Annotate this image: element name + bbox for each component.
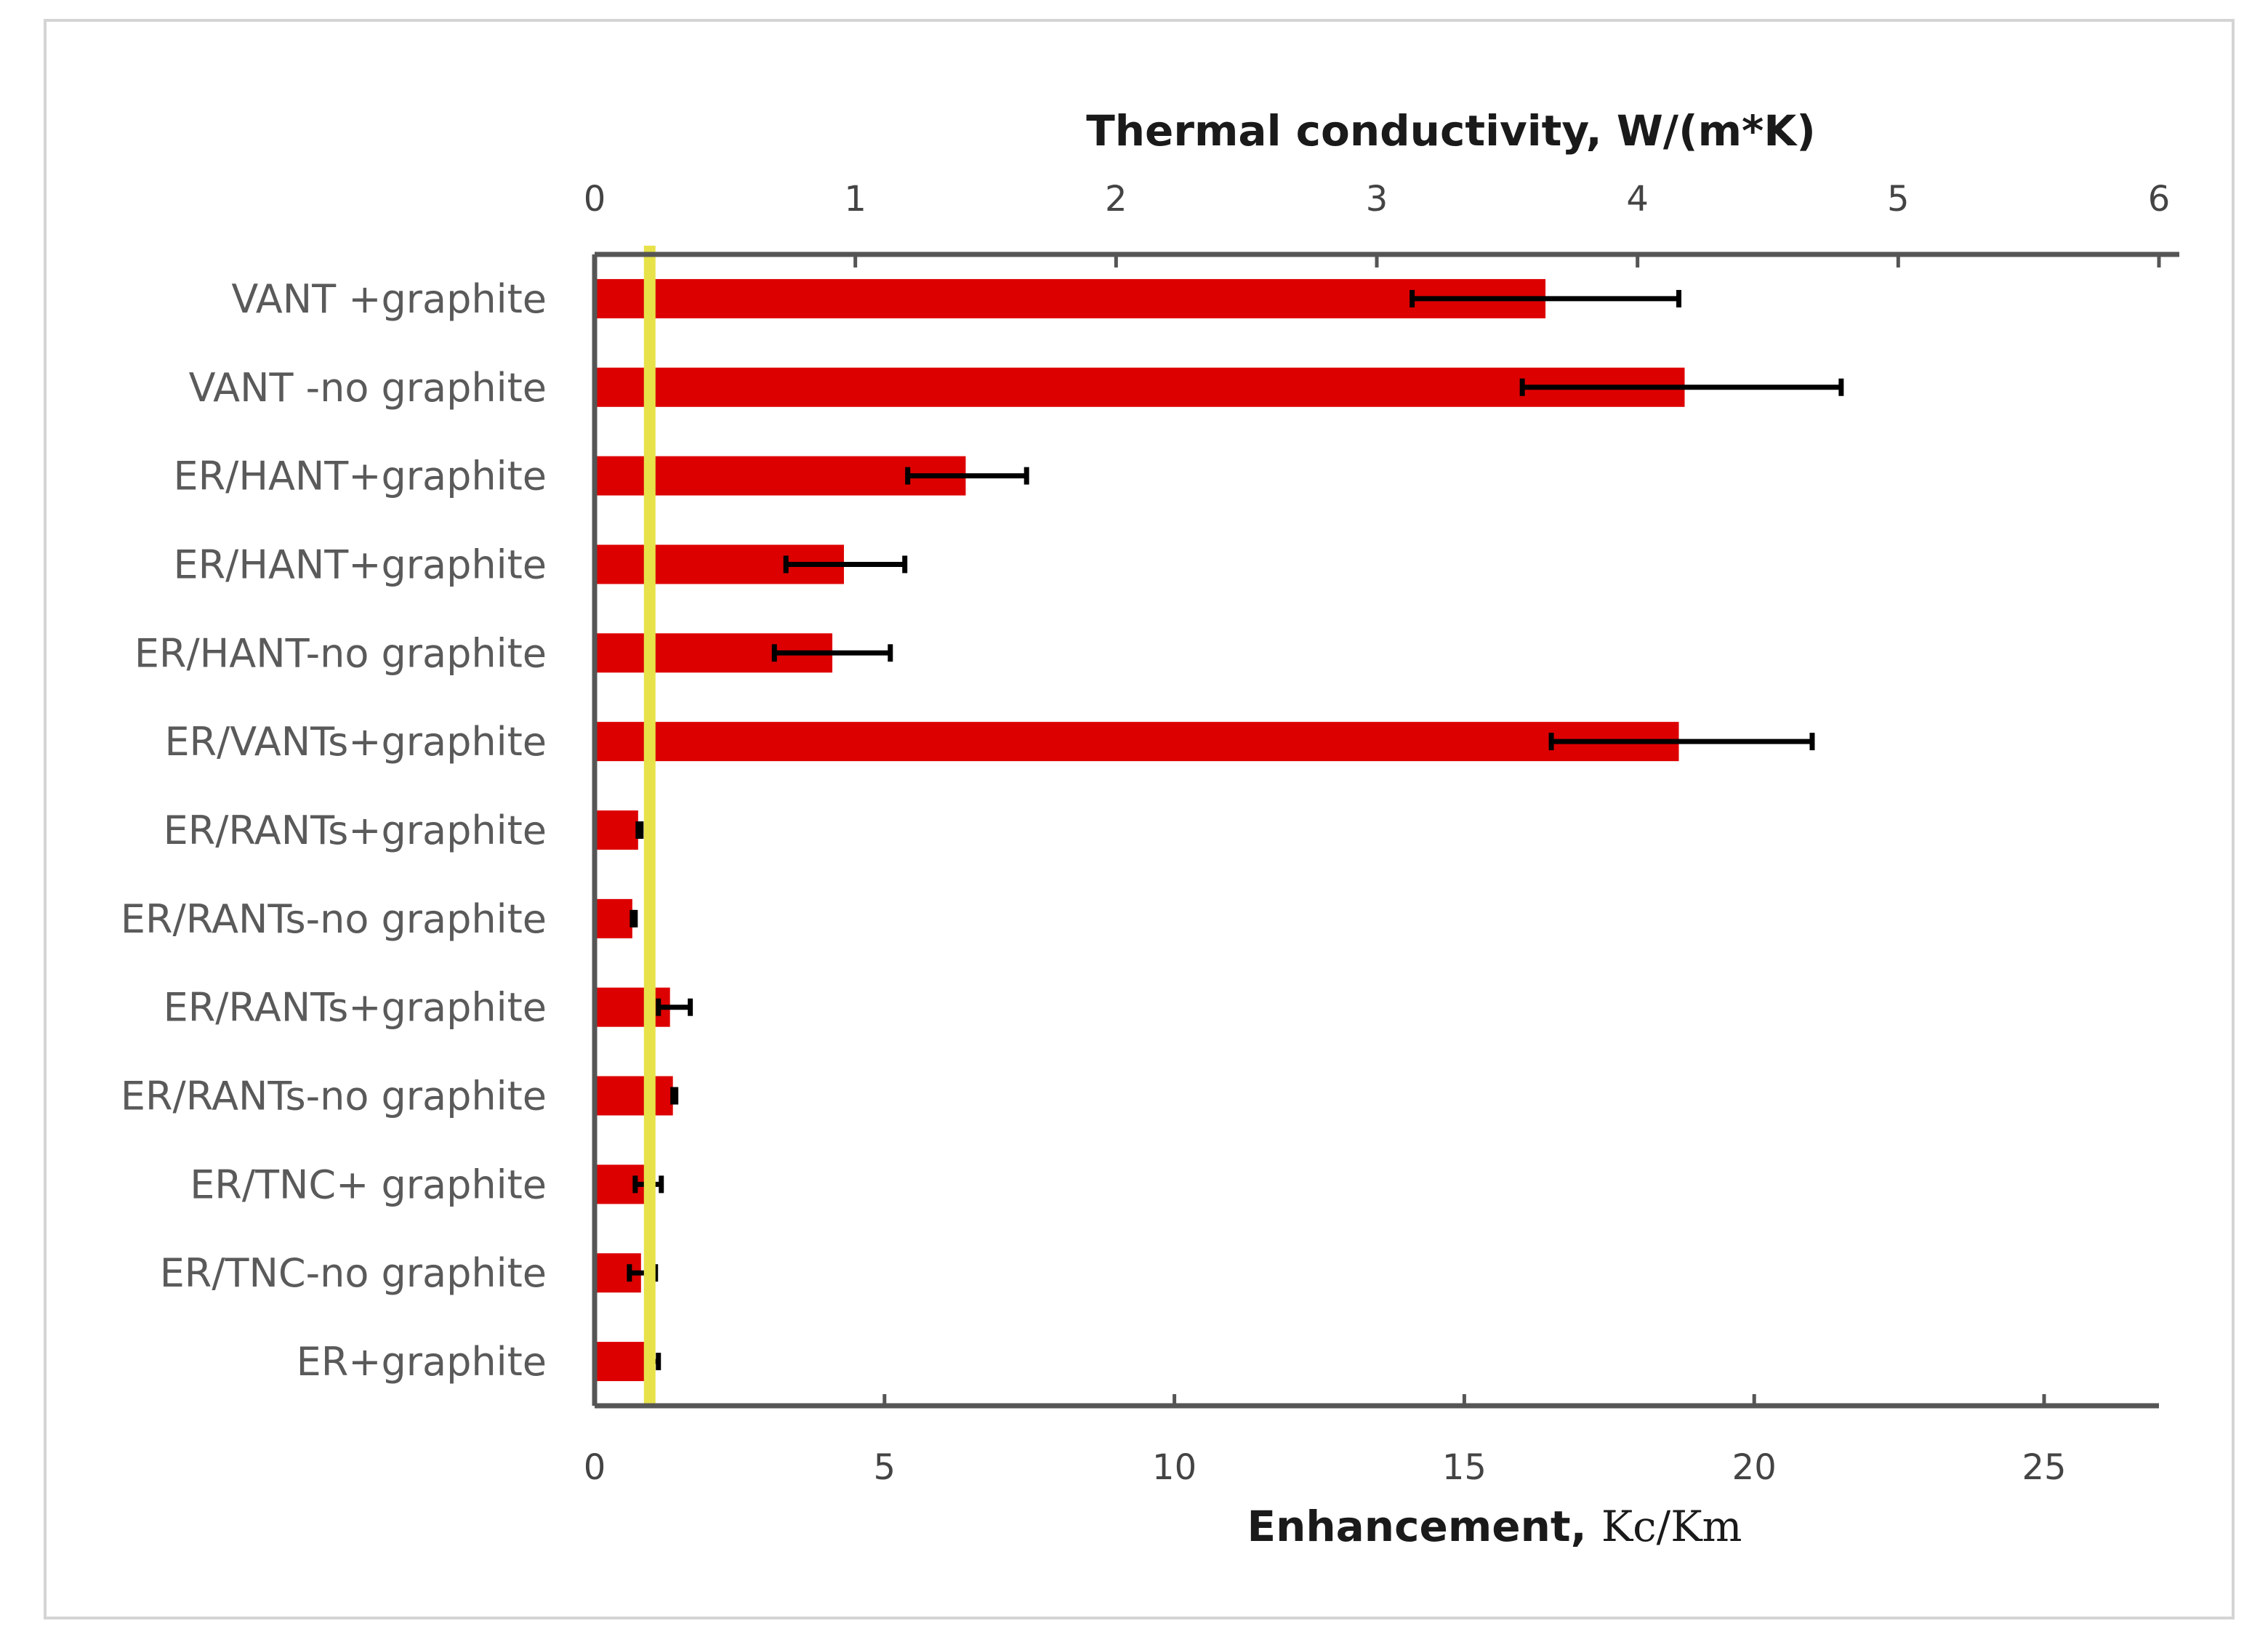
bar [595, 1342, 647, 1382]
bar [595, 810, 638, 850]
category-label: ER/HANT+graphite [174, 542, 547, 587]
top-tick-label: 2 [1105, 179, 1127, 220]
category-label: ER/RANTs+graphite [164, 985, 547, 1031]
bar [595, 456, 966, 496]
bar [595, 722, 1679, 762]
error-bar [1410, 289, 1682, 307]
top-tick-label: 6 [2148, 179, 2171, 220]
error-bars-layer [627, 289, 1844, 1371]
bottom-tick-label: 0 [584, 1447, 606, 1488]
bottom-tick-label: 10 [1152, 1447, 1197, 1488]
category-label: ER/HANT-no graphite [134, 630, 547, 676]
error-bar [656, 998, 693, 1016]
top-axis-title: Thermal conductivity, W/(m*K) [1086, 106, 1816, 156]
error-bar [1548, 733, 1815, 751]
bar [595, 278, 1546, 318]
bottom-axis-title-prefix: Enhancement, [1247, 1502, 1601, 1551]
bottom-tick-label: 5 [874, 1447, 896, 1488]
error-bar [905, 467, 1029, 485]
category-label: ER/RANTs-no graphite [121, 896, 547, 942]
top-tick-label: 5 [1887, 179, 1910, 220]
category-label: ER/RANTs-no graphite [121, 1074, 547, 1119]
category-label: VANT +graphite [231, 276, 547, 322]
category-label: ER/TNC+ graphite [190, 1162, 547, 1207]
category-label: ER/VANTs+graphite [164, 719, 547, 765]
bottom-tick-label: 15 [1442, 1447, 1487, 1488]
bar [595, 367, 1685, 407]
top-tick-label: 4 [1626, 179, 1649, 220]
bottom-axis-title-symbol: Κc/Κm [1601, 1502, 1742, 1551]
error-bar [1519, 378, 1844, 396]
category-label: ER/TNC-no graphite [160, 1250, 547, 1296]
error-bar [670, 1087, 679, 1105]
category-label: VANT -no graphite [189, 365, 547, 411]
top-tick-label: 3 [1366, 179, 1388, 220]
error-bar [783, 555, 908, 574]
error-bar [635, 821, 644, 839]
bottom-axis-title: Enhancement, Κc/Κm [1247, 1502, 1742, 1551]
category-labels-layer: VANT +graphite VANT -no graphite ER/HANT+g… [121, 276, 547, 1385]
bottom-tick-label: 25 [2022, 1447, 2066, 1488]
bar [595, 1076, 673, 1116]
bars-layer [595, 278, 1685, 1382]
category-label: ER/RANTs+graphite [164, 808, 547, 853]
bottom-tick-label: 20 [1732, 1447, 1777, 1488]
bar [595, 898, 632, 938]
category-label: ER/HANT+graphite [174, 454, 547, 499]
axes-layer: 0 5 10 15 20 25 0 1 2 3 4 5 6 [584, 179, 2179, 1488]
error-bar [771, 644, 893, 662]
top-tick-label: 0 [584, 179, 606, 220]
error-bar [630, 909, 638, 927]
category-label: ER+graphite [297, 1339, 547, 1385]
top-tick-label: 1 [844, 179, 866, 220]
